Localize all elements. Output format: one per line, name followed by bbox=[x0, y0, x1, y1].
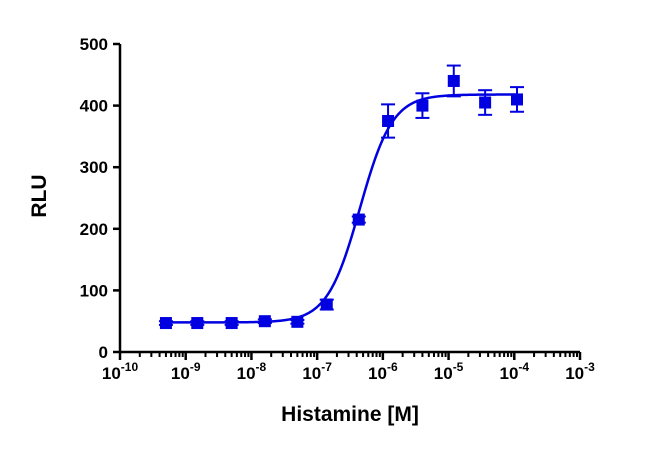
x-tick-label: 10-5 bbox=[434, 360, 464, 383]
data-point bbox=[352, 213, 365, 226]
data-point bbox=[511, 93, 524, 106]
data-point bbox=[416, 99, 429, 112]
error-bars-layer bbox=[158, 64, 525, 326]
x-tick-label: 10-7 bbox=[302, 360, 332, 383]
y-tick-label: 0 bbox=[99, 343, 108, 362]
data-point bbox=[382, 115, 395, 127]
x-tick-label: 10-4 bbox=[499, 360, 529, 383]
y-axis-title: RLU bbox=[28, 174, 51, 217]
data-point bbox=[225, 317, 238, 330]
x-tick-label: 10-3 bbox=[565, 360, 595, 383]
data-point bbox=[479, 96, 492, 109]
data-point bbox=[291, 315, 304, 328]
data-point bbox=[258, 315, 271, 328]
y-tick-label: 200 bbox=[80, 220, 108, 239]
data-point bbox=[159, 317, 172, 330]
y-tick-label: 500 bbox=[80, 35, 108, 54]
data-point bbox=[447, 74, 460, 87]
x-tick-label: 10-6 bbox=[368, 360, 398, 383]
x-tick-label: 10-9 bbox=[171, 360, 201, 383]
y-tick-label: 100 bbox=[80, 281, 108, 300]
x-axis-title: Histamine [M] bbox=[281, 403, 419, 426]
data-points-layer bbox=[159, 74, 524, 330]
fit-curve bbox=[165, 93, 518, 324]
data-point bbox=[320, 298, 333, 311]
x-tick-label: 10-8 bbox=[237, 360, 267, 383]
y-tick-label: 300 bbox=[80, 158, 108, 177]
x-tick-label: 10-10 bbox=[102, 360, 139, 383]
data-point bbox=[191, 317, 204, 330]
axes: 0 100 200 300 400 500 10-10 10-9 10-8 10-7 10-6 10-… bbox=[80, 35, 595, 383]
y-tick-label: 400 bbox=[80, 97, 108, 116]
fit-curve-layer bbox=[165, 93, 518, 324]
